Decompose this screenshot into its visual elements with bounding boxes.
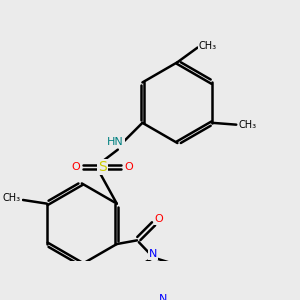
Text: O: O [155,214,164,224]
Text: CH₃: CH₃ [3,193,21,203]
Text: N: N [158,294,167,300]
Text: O: O [71,162,80,172]
Text: S: S [98,160,106,174]
Text: HN: HN [107,137,124,147]
Text: O: O [124,162,133,172]
Text: N: N [148,249,157,259]
Text: CH₃: CH₃ [199,41,217,51]
Text: CH₃: CH₃ [239,120,257,130]
